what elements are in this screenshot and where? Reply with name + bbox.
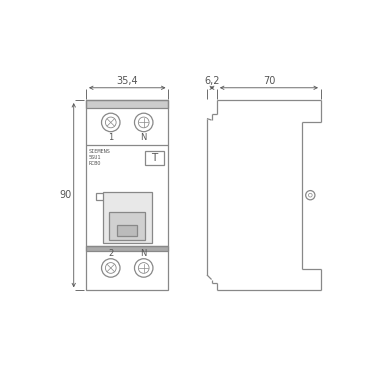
Bar [117, 225, 137, 236]
Bar [86, 100, 169, 108]
Bar [86, 100, 169, 290]
Text: T: T [151, 153, 158, 163]
Bar [109, 212, 145, 240]
Text: 90: 90 [59, 190, 72, 200]
Text: 2: 2 [108, 249, 114, 258]
Text: N: N [141, 133, 147, 142]
Bar [102, 192, 152, 243]
Bar [86, 246, 169, 251]
Text: 35,4: 35,4 [116, 76, 138, 86]
Bar [96, 193, 107, 200]
Text: 6,2: 6,2 [204, 76, 220, 86]
Text: N: N [141, 249, 147, 258]
Bar [146, 151, 164, 165]
Text: 1: 1 [108, 133, 114, 142]
Text: SIEMENS
5SU1
RCBO: SIEMENS 5SU1 RCBO [89, 149, 110, 166]
Text: 70: 70 [263, 76, 275, 86]
